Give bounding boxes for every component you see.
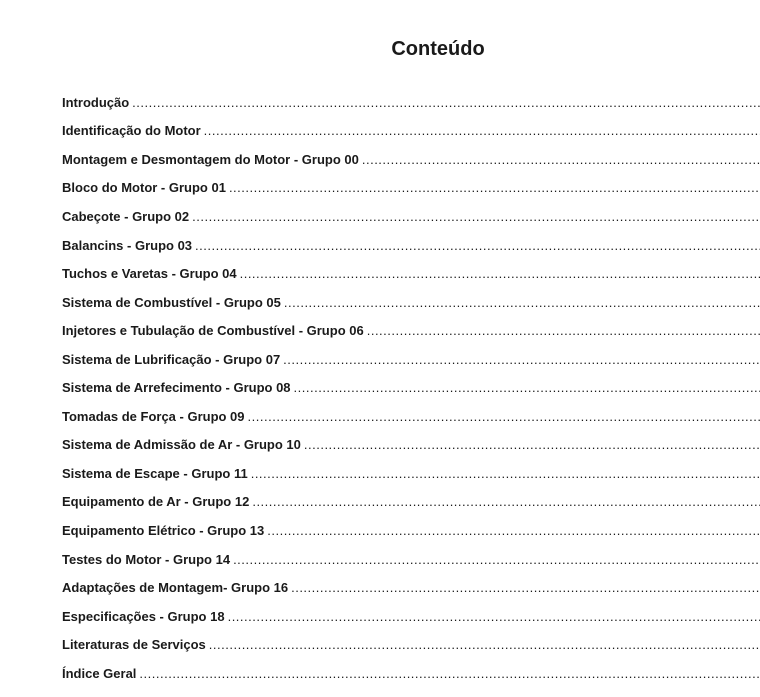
- table-of-contents: Introdução Identificação do Motor Montagem…: [62, 88, 760, 687]
- toc-entry-label: Tuchos e Varetas - Grupo 04: [62, 266, 237, 282]
- toc-entry-label: Literaturas de Serviços: [62, 637, 206, 653]
- toc-entry[interactable]: Índice Geral: [62, 659, 760, 688]
- toc-entry[interactable]: Especificações - Grupo 18: [62, 602, 760, 631]
- toc-entry[interactable]: Cabeçote - Grupo 02: [62, 202, 760, 231]
- dot-leader: [204, 123, 760, 138]
- toc-entry-label: Identificação do Motor: [62, 123, 201, 139]
- dot-leader: [284, 295, 760, 310]
- toc-entry-label: Montagem e Desmontagem do Motor - Grupo …: [62, 151, 359, 167]
- toc-entry-label: Sistema de Arrefecimento - Grupo 08: [62, 380, 291, 396]
- toc-entry[interactable]: Sistema de Combustível - Grupo 05: [62, 288, 760, 317]
- toc-entry[interactable]: Tuchos e Varetas - Grupo 04: [62, 259, 760, 288]
- dot-leader: [291, 580, 760, 595]
- dot-leader: [229, 180, 760, 195]
- toc-entry[interactable]: Literaturas de Serviços: [62, 630, 760, 659]
- dot-leader: [209, 637, 760, 652]
- dot-leader: [228, 609, 760, 624]
- dot-leader: [362, 152, 760, 167]
- toc-entry[interactable]: Equipamento de Ar - Grupo 12: [62, 488, 760, 517]
- toc-entry-label: Balancins - Grupo 03: [62, 237, 193, 253]
- toc-entry-label: Injetores e Tubulação de Combustível - G…: [62, 323, 364, 339]
- toc-entry-label: Introdução: [62, 94, 130, 110]
- dot-leader: [192, 209, 760, 224]
- toc-entry[interactable]: Sistema de Escape - Grupo 11: [62, 459, 760, 488]
- toc-entry[interactable]: Sistema de Arrefecimento - Grupo 08: [62, 373, 760, 402]
- toc-entry[interactable]: Testes do Motor - Grupo 14: [62, 545, 760, 574]
- toc-entry-label: Adaptações de Montagem- Grupo 16: [62, 580, 289, 596]
- dot-leader: [367, 323, 760, 338]
- dot-leader: [248, 409, 760, 424]
- toc-entry[interactable]: Identificação do Motor: [62, 117, 760, 146]
- toc-entry[interactable]: Adaptações de Montagem- Grupo 16: [62, 573, 760, 602]
- toc-entry[interactable]: Tomadas de Força - Grupo 09: [62, 402, 760, 431]
- toc-entry-label: Tomadas de Força - Grupo 09: [62, 408, 245, 424]
- dot-leader: [283, 352, 760, 367]
- dot-leader: [132, 95, 760, 110]
- toc-entry-label: Equipamento de Ar - Grupo 12: [62, 494, 250, 510]
- toc-entry-label: Sistema de Lubrificação - Grupo 07: [62, 351, 281, 367]
- toc-entry[interactable]: Sistema de Admissão de Ar - Grupo 10: [62, 431, 760, 460]
- toc-entry[interactable]: Equipamento Elétrico - Grupo 13: [62, 516, 760, 545]
- toc-entry-label: Sistema de Admissão de Ar - Grupo 10: [62, 437, 301, 453]
- dot-leader: [251, 466, 760, 481]
- toc-entry-label: Bloco do Motor - Grupo 01: [62, 180, 226, 196]
- dot-leader: [139, 666, 760, 681]
- toc-entry-label: Especificações - Grupo 18: [62, 608, 225, 624]
- dot-leader: [240, 266, 760, 281]
- toc-entry[interactable]: Balancins - Grupo 03: [62, 231, 760, 260]
- dot-leader: [252, 494, 760, 509]
- toc-entry[interactable]: Injetores e Tubulação de Combustível - G…: [62, 316, 760, 345]
- toc-entry-label: Cabeçote - Grupo 02: [62, 208, 190, 224]
- toc-entry-label: Equipamento Elétrico - Grupo 13: [62, 522, 265, 538]
- toc-entry-label: Testes do Motor - Grupo 14: [62, 551, 231, 567]
- toc-entry[interactable]: Introdução: [62, 88, 760, 117]
- dot-leader: [304, 437, 760, 452]
- toc-entry[interactable]: Montagem e Desmontagem do Motor - Grupo …: [62, 145, 760, 174]
- dot-leader: [267, 523, 760, 538]
- dot-leader: [294, 380, 760, 395]
- dot-leader: [195, 238, 760, 253]
- toc-entry-label: Sistema de Escape - Grupo 11: [62, 465, 248, 481]
- toc-entry-label: Índice Geral: [62, 665, 137, 681]
- page-title: Conteúdo: [391, 38, 485, 60]
- toc-entry[interactable]: Sistema de Lubrificação - Grupo 07: [62, 345, 760, 374]
- toc-entry-label: Sistema de Combustível - Grupo 05: [62, 294, 281, 310]
- toc-entry[interactable]: Bloco do Motor - Grupo 01: [62, 174, 760, 203]
- dot-leader: [233, 552, 760, 567]
